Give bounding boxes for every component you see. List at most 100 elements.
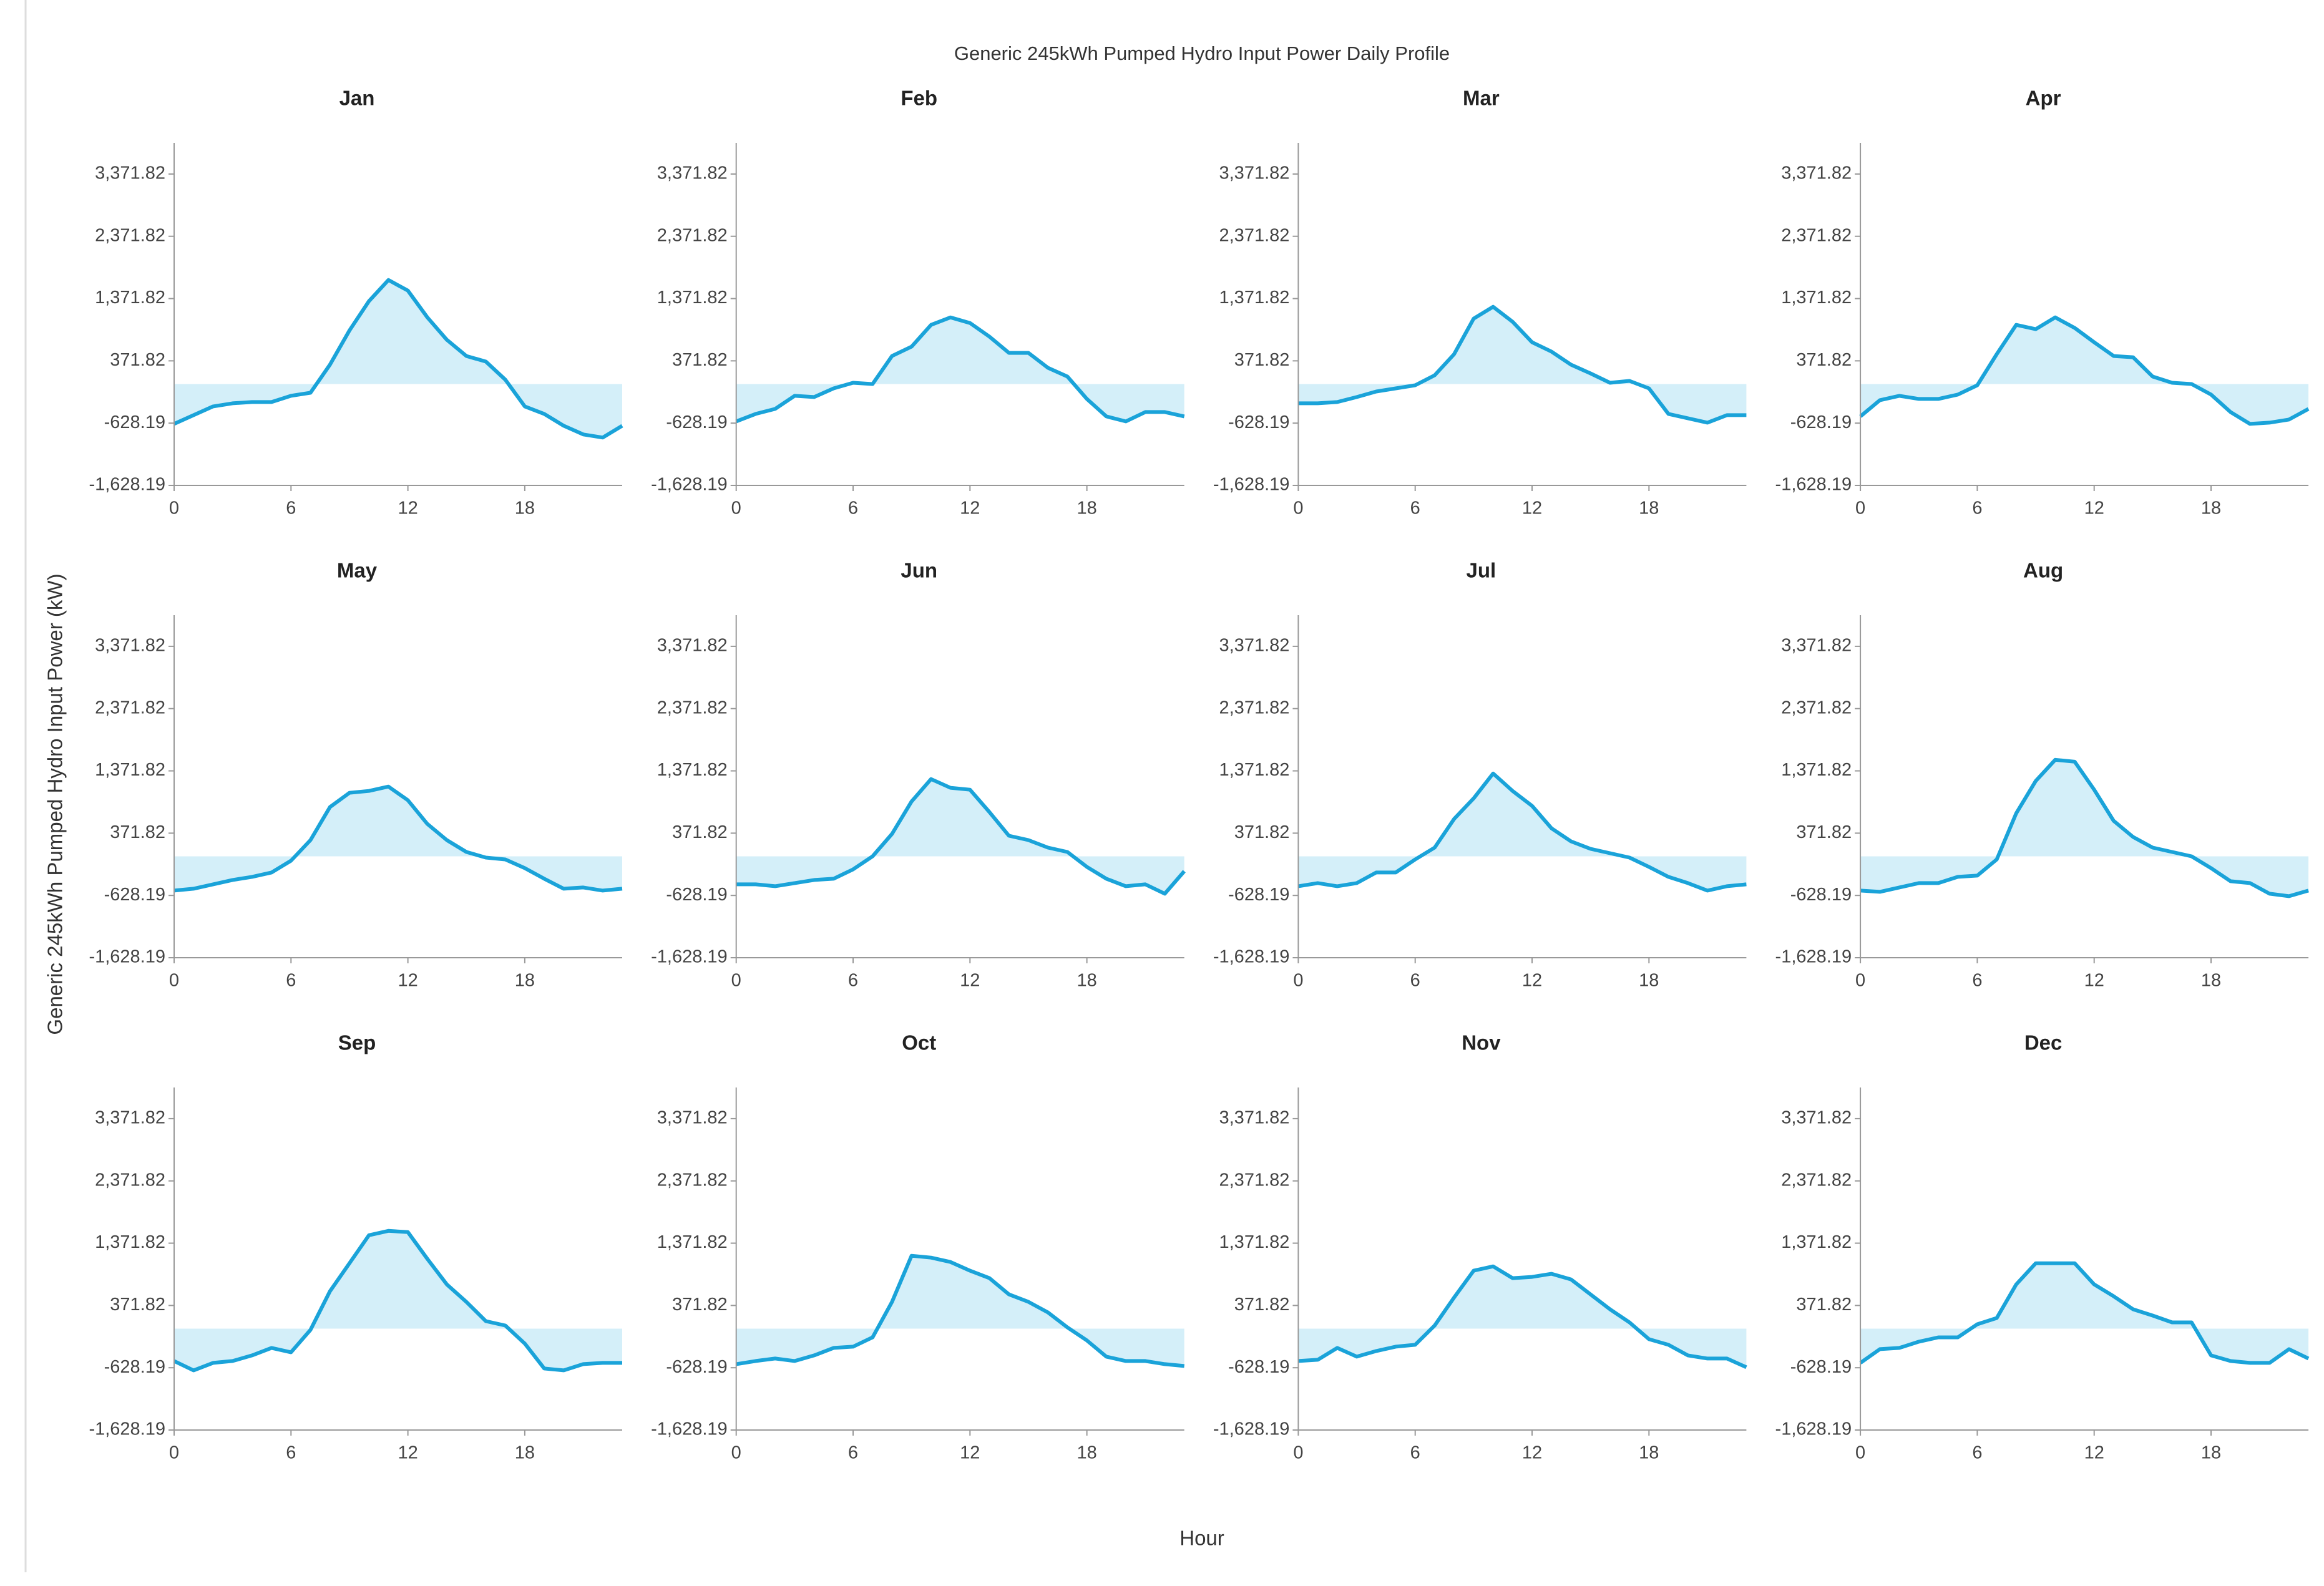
series-line xyxy=(1298,1264,1747,1370)
y-tick-label: 3,371.82 xyxy=(95,163,165,183)
area-fill xyxy=(736,1255,1184,1366)
y-tick-label: 1,371.82 xyxy=(657,760,728,780)
y-tick-label: 3,371.82 xyxy=(1781,1108,1852,1128)
y-tick-label: 371.82 xyxy=(1796,350,1852,370)
x-tick-label: 6 xyxy=(286,499,296,518)
y-tick-label: 3,371.82 xyxy=(657,1108,728,1128)
area-fill xyxy=(174,786,622,891)
x-tick-label: 6 xyxy=(848,1443,858,1463)
y-tick-label: 1,371.82 xyxy=(1219,288,1290,308)
y-tick-label: -628.19 xyxy=(1790,1357,1852,1377)
y-tick-label: 371.82 xyxy=(1796,822,1852,842)
panel-title: Mar xyxy=(1463,87,1500,110)
y-tick-label: -1,628.19 xyxy=(1213,475,1290,495)
y-tick-label: 2,371.82 xyxy=(1219,698,1290,718)
y-tick-label: 2,371.82 xyxy=(1219,1170,1290,1190)
y-tick-label: 2,371.82 xyxy=(657,225,728,245)
series-line xyxy=(1859,1261,2310,1365)
y-tick-label: -628.19 xyxy=(104,412,165,432)
x-tick-label: 12 xyxy=(2084,971,2104,991)
x-tick-label: 18 xyxy=(1077,971,1096,991)
x-tick-label: 12 xyxy=(1522,971,1542,991)
x-tick-label: 18 xyxy=(2201,1443,2221,1463)
y-tick-label: 371.82 xyxy=(110,822,165,842)
y-tick-label: 3,371.82 xyxy=(657,636,728,656)
x-tick-label: 0 xyxy=(731,971,741,991)
y-tick-label: 371.82 xyxy=(672,822,728,842)
series-line xyxy=(735,315,1185,424)
x-tick-label: 0 xyxy=(731,499,741,518)
x-axis-label: Hour xyxy=(1179,1527,1224,1550)
series-line xyxy=(1860,757,2309,898)
x-tick-label: 12 xyxy=(398,971,417,991)
x-tick-label: 12 xyxy=(960,1443,980,1463)
series-line xyxy=(1297,771,1747,893)
y-tick-label: -628.19 xyxy=(1228,1357,1289,1377)
x-tick-label: 18 xyxy=(515,499,535,518)
y-tick-label: 3,371.82 xyxy=(1219,1108,1290,1128)
x-tick-label: 12 xyxy=(1522,499,1542,518)
panel-title: Aug xyxy=(2023,559,2063,582)
area-fill xyxy=(1860,1263,2309,1363)
y-tick-label: 371.82 xyxy=(1796,1295,1852,1315)
y-axis-label: Generic 245kWh Pumped Hydro Input Power … xyxy=(44,573,67,1034)
y-tick-label: -628.19 xyxy=(1790,885,1852,905)
panel-title: Dec xyxy=(2024,1031,2063,1054)
y-tick-label: -628.19 xyxy=(1228,885,1289,905)
y-tick-label: -1,628.19 xyxy=(89,1419,165,1439)
panel-title: Nov xyxy=(1462,1031,1501,1054)
y-tick-label: 371.82 xyxy=(1234,1295,1290,1315)
x-tick-label: 6 xyxy=(1972,971,1982,991)
y-tick-label: 1,371.82 xyxy=(657,1232,728,1252)
x-tick-label: 0 xyxy=(1293,1443,1303,1463)
panel-title: Jun xyxy=(901,559,937,582)
x-tick-label: 18 xyxy=(515,971,535,991)
area-fill xyxy=(736,317,1184,422)
y-tick-label: 1,371.82 xyxy=(1219,760,1290,780)
x-tick-label: 6 xyxy=(848,499,858,518)
y-tick-label: 2,371.82 xyxy=(657,698,728,718)
series-line xyxy=(173,784,623,893)
x-tick-label: 18 xyxy=(1639,1443,1659,1463)
x-tick-label: 0 xyxy=(1855,1443,1865,1463)
x-tick-label: 0 xyxy=(169,1443,179,1463)
x-tick-label: 12 xyxy=(398,499,417,518)
series-line xyxy=(736,1253,1184,1368)
y-tick-label: 371.82 xyxy=(1234,822,1290,842)
y-tick-label: 3,371.82 xyxy=(657,163,728,183)
x-tick-label: 6 xyxy=(286,971,296,991)
x-tick-label: 6 xyxy=(848,971,858,991)
area-fill xyxy=(736,779,1184,894)
panel-title: May xyxy=(337,559,378,582)
y-tick-label: 1,371.82 xyxy=(1781,1232,1852,1252)
x-tick-label: 12 xyxy=(2084,499,2104,518)
x-tick-label: 18 xyxy=(515,1443,535,1463)
panel-title: Feb xyxy=(901,87,937,110)
area-fill xyxy=(1298,1266,1747,1368)
y-tick-label: 371.82 xyxy=(672,1295,728,1315)
series-line xyxy=(173,278,623,440)
x-tick-label: 12 xyxy=(2084,1443,2104,1463)
x-tick-label: 6 xyxy=(1972,499,1982,518)
y-tick-label: 371.82 xyxy=(1234,350,1290,370)
y-tick-label: 1,371.82 xyxy=(95,1232,165,1252)
x-tick-label: 6 xyxy=(1410,971,1420,991)
x-tick-label: 0 xyxy=(731,1443,741,1463)
y-tick-label: 2,371.82 xyxy=(1781,225,1852,245)
panel-title: Apr xyxy=(2026,87,2061,110)
series-line xyxy=(1298,304,1747,425)
area-fill xyxy=(174,280,622,438)
series-line xyxy=(736,777,1186,896)
y-tick-label: -628.19 xyxy=(1790,412,1852,432)
y-tick-label: 1,371.82 xyxy=(1781,760,1852,780)
y-tick-label: 3,371.82 xyxy=(1219,636,1290,656)
y-tick-label: 2,371.82 xyxy=(1219,225,1290,245)
y-tick-label: 2,371.82 xyxy=(95,225,165,245)
x-tick-label: 18 xyxy=(1639,971,1659,991)
x-tick-label: 12 xyxy=(960,499,980,518)
y-tick-label: 3,371.82 xyxy=(95,1108,165,1128)
y-tick-label: -1,628.19 xyxy=(651,947,728,967)
y-tick-label: -628.19 xyxy=(1228,412,1289,432)
y-tick-label: -1,628.19 xyxy=(1775,475,1852,495)
